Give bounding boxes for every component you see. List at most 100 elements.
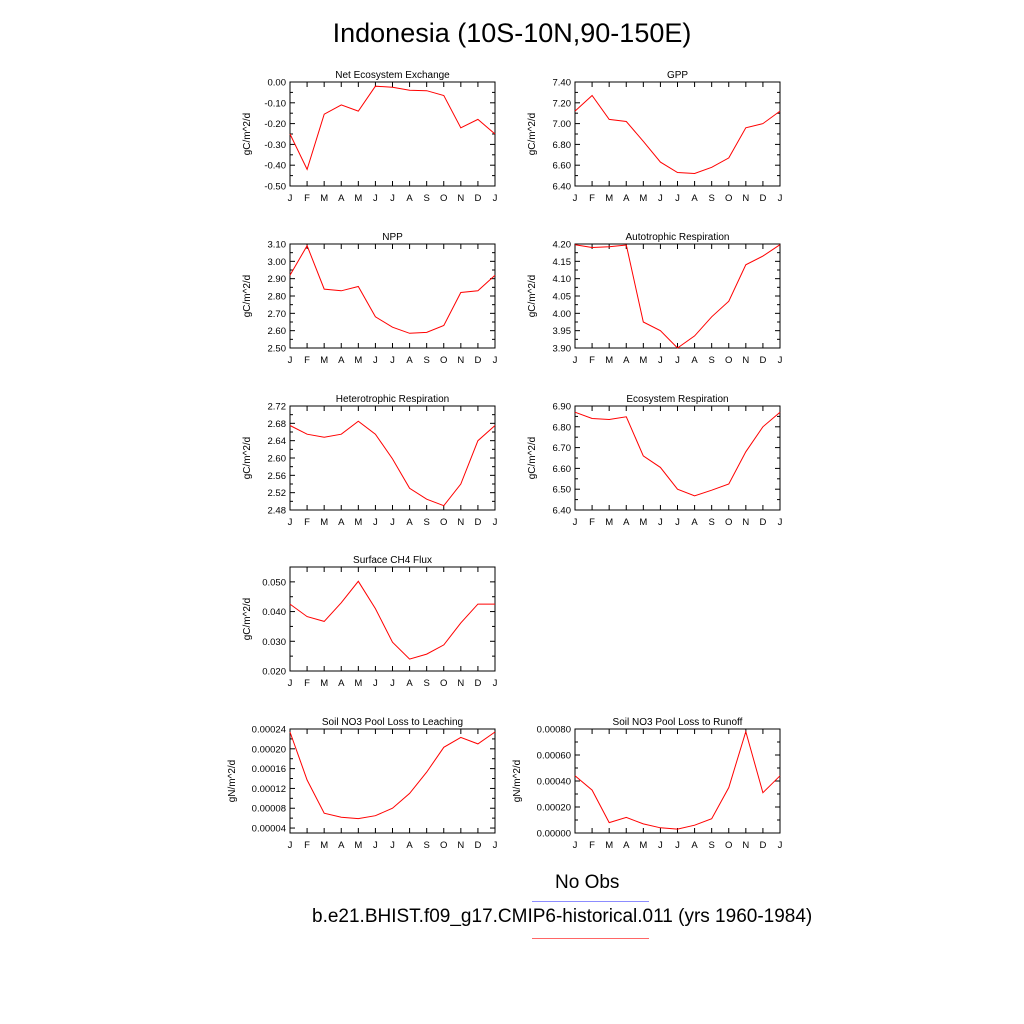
x-tick-label: M <box>605 840 613 851</box>
y-tick-label: 0.00016 <box>252 764 286 775</box>
y-tick-label: 4.20 <box>553 240 572 251</box>
x-tick-label: A <box>338 517 345 528</box>
x-tick-label: F <box>589 517 595 528</box>
x-tick-label: M <box>354 678 362 689</box>
x-tick-label: A <box>338 193 345 204</box>
y-tick-label: 2.72 <box>268 402 287 413</box>
y-axis-label: gN/m^2/d <box>227 760 238 803</box>
x-tick-label: O <box>440 517 447 528</box>
plot-frame <box>289 243 496 349</box>
x-tick-label: F <box>304 193 310 204</box>
legend-obs-label: No Obs <box>555 872 620 893</box>
y-tick-label: -0.40 <box>264 161 286 172</box>
x-tick-label: M <box>605 193 613 204</box>
x-tick-label: N <box>457 355 464 366</box>
x-tick-label: S <box>423 678 429 689</box>
x-tick-label: J <box>288 678 293 689</box>
y-tick-label: 4.00 <box>553 309 572 320</box>
x-tick-label: A <box>338 678 345 689</box>
y-axis-label: gN/m^2/d <box>512 760 523 803</box>
y-axis-label: gC/m^2/d <box>527 437 538 480</box>
x-tick-label: A <box>623 840 630 851</box>
x-tick-label: S <box>423 193 429 204</box>
x-tick-label: J <box>778 840 783 851</box>
y-axis-label: gC/m^2/d <box>242 437 253 480</box>
y-tick-label: 6.60 <box>553 161 572 172</box>
series-line-model <box>574 244 781 349</box>
x-tick-label: O <box>440 678 447 689</box>
y-tick-label: 2.50 <box>268 344 287 355</box>
x-tick-label: F <box>589 840 595 851</box>
x-tick-label: J <box>658 517 663 528</box>
x-tick-label: S <box>423 355 429 366</box>
x-tick-label: M <box>605 355 613 366</box>
x-tick-label: S <box>423 840 429 851</box>
x-tick-label: J <box>373 193 378 204</box>
x-tick-label: S <box>423 517 429 528</box>
x-tick-label: A <box>691 355 698 366</box>
y-tick-label: 6.80 <box>553 140 572 151</box>
y-tick-label: 0.00020 <box>537 803 571 814</box>
page-title: Indonesia (10S-10N,90-150E) <box>332 18 692 48</box>
chart-title: Soil NO3 Pool Loss to Runoff <box>613 717 743 728</box>
x-tick-label: J <box>373 840 378 851</box>
x-tick-label: J <box>675 840 680 851</box>
y-tick-label: 0.020 <box>262 667 286 678</box>
y-tick-label: 7.20 <box>553 98 572 109</box>
x-tick-label: M <box>605 517 613 528</box>
y-axis-label: gC/m^2/d <box>242 113 253 156</box>
series-line-model <box>289 85 496 171</box>
x-tick-label: J <box>573 517 578 528</box>
x-tick-label: N <box>742 840 749 851</box>
x-tick-label: J <box>288 355 293 366</box>
y-tick-label: 6.50 <box>553 485 572 496</box>
x-tick-label: A <box>406 517 413 528</box>
x-tick-label: N <box>457 840 464 851</box>
y-tick-label: 4.10 <box>553 274 572 285</box>
x-tick-label: O <box>440 355 447 366</box>
chart-title: Autotrophic Respiration <box>626 232 730 243</box>
x-tick-label: O <box>440 193 447 204</box>
x-tick-label: M <box>354 517 362 528</box>
y-tick-label: 0.00020 <box>252 744 286 755</box>
x-tick-label: A <box>623 517 630 528</box>
x-tick-label: O <box>440 840 447 851</box>
y-tick-label: -0.20 <box>264 119 286 130</box>
x-tick-label: F <box>589 193 595 204</box>
x-tick-label: J <box>390 678 395 689</box>
x-tick-label: F <box>304 678 310 689</box>
y-tick-label: 6.40 <box>553 506 572 517</box>
x-tick-label: J <box>573 193 578 204</box>
y-tick-label: 3.90 <box>553 344 572 355</box>
x-tick-label: J <box>778 355 783 366</box>
x-tick-label: N <box>457 193 464 204</box>
plot-frame <box>289 405 496 511</box>
y-tick-label: 6.70 <box>553 443 572 454</box>
series-line-model <box>289 580 495 660</box>
x-tick-label: M <box>320 517 328 528</box>
x-tick-label: M <box>639 355 647 366</box>
x-tick-label: J <box>658 355 663 366</box>
y-tick-label: 3.95 <box>553 326 572 337</box>
x-tick-label: J <box>373 355 378 366</box>
y-tick-label: 6.80 <box>553 422 572 433</box>
x-tick-label: S <box>708 193 714 204</box>
x-tick-label: O <box>725 840 732 851</box>
chart-title: Heterotrophic Respiration <box>336 394 449 405</box>
series-line-model <box>289 420 496 507</box>
x-tick-label: J <box>288 193 293 204</box>
x-tick-label: J <box>493 355 498 366</box>
x-tick-label: J <box>288 840 293 851</box>
x-tick-label: O <box>725 517 732 528</box>
x-tick-label: N <box>742 517 749 528</box>
x-tick-label: J <box>658 840 663 851</box>
chart-title: Ecosystem Respiration <box>626 394 728 405</box>
x-tick-label: J <box>390 355 395 366</box>
x-tick-label: J <box>373 678 378 689</box>
x-tick-label: J <box>675 517 680 528</box>
y-tick-label: 0.00004 <box>252 824 286 835</box>
